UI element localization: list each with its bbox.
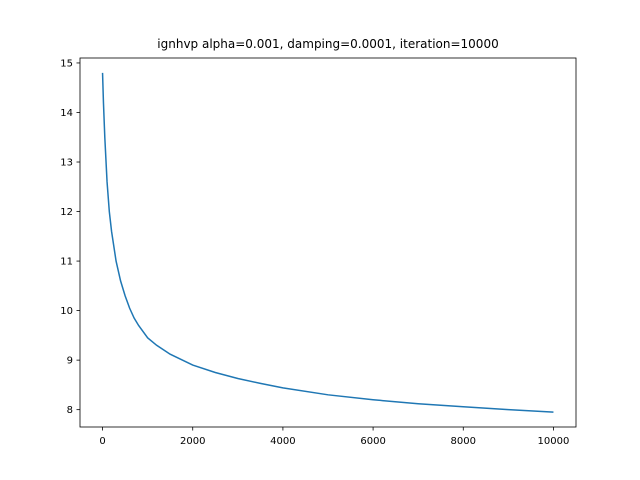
y-tick-label: 8	[67, 405, 73, 416]
x-tick-label: 6000	[360, 436, 385, 447]
x-tick-label: 2000	[180, 436, 205, 447]
y-tick-label: 11	[60, 257, 73, 268]
x-axis: 0 2000 4000 6000 8000 10000	[99, 427, 569, 447]
y-tick-label: 14	[60, 108, 73, 119]
y-tick-label: 12	[60, 207, 73, 218]
y-tick-label: 13	[60, 158, 73, 169]
y-tick-label: 10	[60, 306, 73, 317]
x-tick-label: 10000	[538, 436, 570, 447]
chart-title: ignhvp alpha=0.001, damping=0.0001, iter…	[157, 37, 498, 51]
y-tick-label: 9	[67, 356, 73, 367]
plot-frame	[79, 57, 577, 428]
x-tick-label: 0	[99, 436, 105, 447]
x-tick-label: 4000	[270, 436, 295, 447]
series-line	[101, 72, 554, 413]
x-tick-label: 8000	[451, 436, 476, 447]
y-axis: 8 9 10 11 12 13 14 15	[60, 58, 80, 416]
y-tick-label: 15	[60, 58, 73, 69]
